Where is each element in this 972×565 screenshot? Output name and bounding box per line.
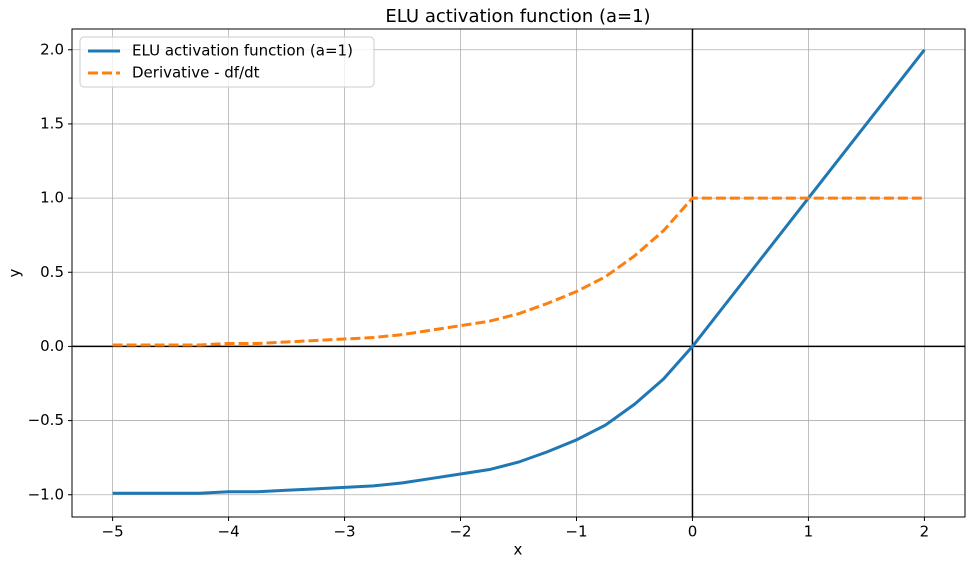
chart-title: ELU activation function (a=1) [385, 6, 650, 27]
x-tick-label: 1 [804, 523, 814, 541]
x-tick-label: 0 [688, 523, 698, 541]
y-tick-label: 2.0 [40, 40, 64, 58]
y-axis-label: y [6, 268, 24, 277]
x-axis-label: x [514, 541, 523, 559]
x-tick-label: −1 [565, 523, 587, 541]
plot-frame [71, 28, 966, 518]
y-tick-label: 1.0 [40, 189, 64, 207]
x-tick-label: −4 [218, 523, 240, 541]
y-tick-label: 0.0 [40, 337, 64, 355]
y-tick-label: 0.5 [40, 263, 64, 281]
y-tick-label: 1.5 [40, 114, 64, 132]
y-tick-label: −0.5 [28, 411, 64, 429]
y-tick-label: −1.0 [28, 485, 64, 503]
x-tick-label: −3 [333, 523, 355, 541]
x-tick-label: 2 [920, 523, 930, 541]
legend-box [79, 36, 375, 88]
legend-label: ELU activation function (a=1) [132, 42, 353, 60]
line-series [112, 196, 925, 347]
legend-label: Derivative - df/dt [132, 64, 260, 82]
line-series [112, 48, 926, 495]
x-tick-label: −5 [102, 523, 124, 541]
x-tick-label: −2 [449, 523, 471, 541]
